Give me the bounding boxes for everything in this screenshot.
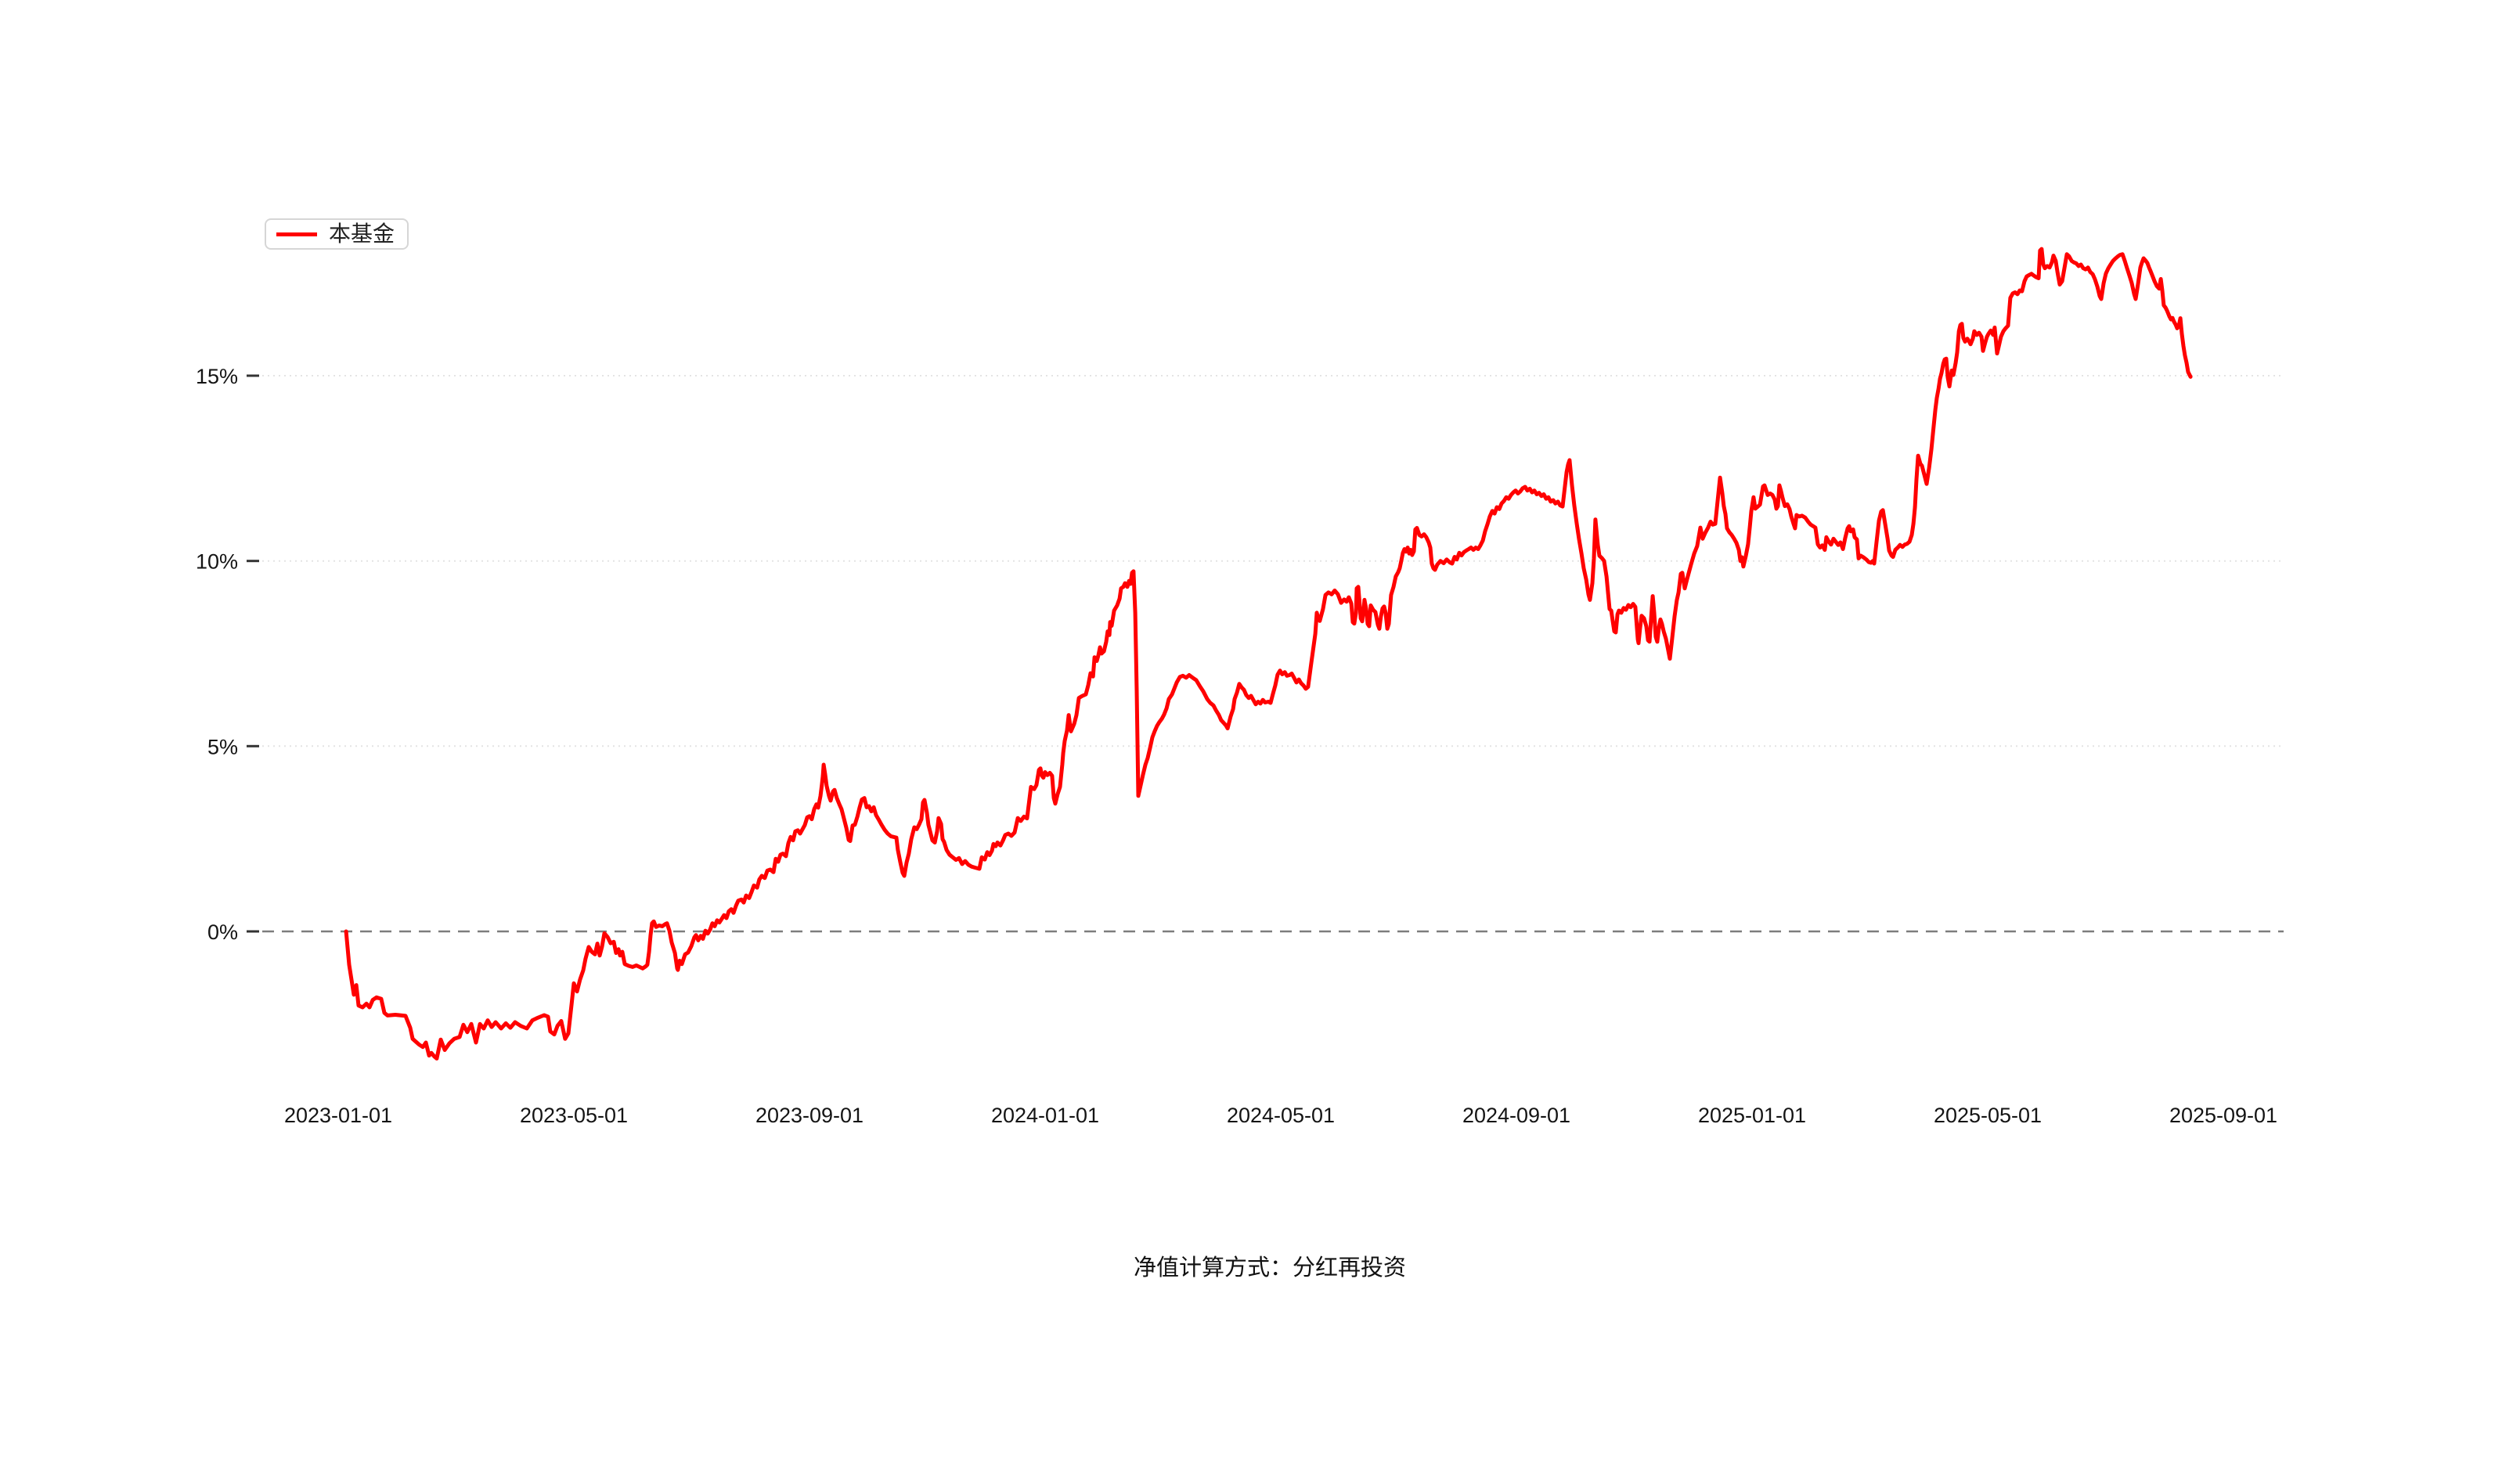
y-axis-tick-label: 5% <box>207 735 238 758</box>
x-axis-tick-label: 2024-09-01 <box>1462 1104 1570 1127</box>
legend[interactable]: 本基金 <box>265 218 409 250</box>
series-line[interactable] <box>344 247 2193 1061</box>
nav-calculation-note: 净值计算方式：分红再投资 <box>1133 1255 1407 1280</box>
x-axis-tick-label: 2023-01-01 <box>284 1104 392 1127</box>
x-axis-tick-label: 2025-09-01 <box>2169 1104 2277 1127</box>
y-axis-tick-label: 10% <box>196 550 238 574</box>
y-axis-tick-label: 0% <box>207 920 238 944</box>
legend-label: 本基金 <box>329 222 395 246</box>
x-axis-tick-label: 2025-05-01 <box>1934 1104 2042 1127</box>
x-axis-tick-label: 2025-01-01 <box>1698 1104 1806 1127</box>
x-axis-tick-label: 2023-09-01 <box>755 1104 864 1127</box>
legend-line-icon <box>276 232 317 236</box>
x-axis-tick-label: 2023-05-01 <box>520 1104 628 1127</box>
y-axis-tick-label: 15% <box>196 365 238 388</box>
x-axis-tick-label: 2024-05-01 <box>1227 1104 1335 1127</box>
x-axis-tick-label: 2024-01-01 <box>991 1104 1099 1127</box>
